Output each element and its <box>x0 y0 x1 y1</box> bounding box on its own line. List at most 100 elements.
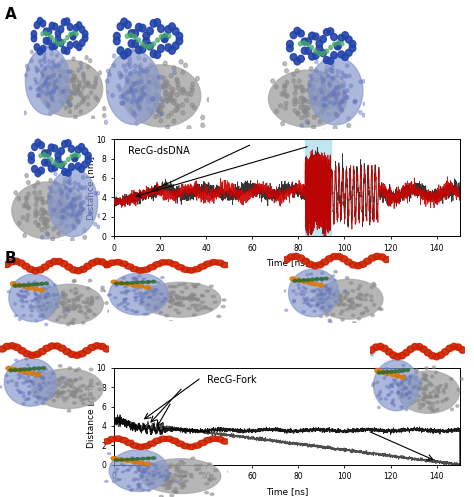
Circle shape <box>301 279 307 283</box>
Circle shape <box>68 367 72 369</box>
Circle shape <box>46 154 49 158</box>
Circle shape <box>19 295 23 297</box>
Circle shape <box>323 104 326 107</box>
Circle shape <box>157 302 161 304</box>
Circle shape <box>37 367 41 370</box>
Circle shape <box>295 69 299 73</box>
Circle shape <box>189 299 193 302</box>
Circle shape <box>70 308 73 310</box>
Circle shape <box>147 80 150 84</box>
Circle shape <box>147 441 156 446</box>
Circle shape <box>176 295 180 298</box>
Circle shape <box>33 299 36 301</box>
Circle shape <box>56 390 60 392</box>
Circle shape <box>403 426 406 428</box>
Circle shape <box>329 93 333 96</box>
Circle shape <box>146 458 150 460</box>
Circle shape <box>422 405 425 407</box>
Circle shape <box>117 304 120 306</box>
Circle shape <box>156 297 160 300</box>
Circle shape <box>418 395 421 398</box>
Circle shape <box>290 32 297 39</box>
Circle shape <box>319 315 323 318</box>
Circle shape <box>339 312 343 315</box>
Circle shape <box>90 303 93 305</box>
Circle shape <box>25 74 27 77</box>
Circle shape <box>460 378 463 380</box>
Circle shape <box>37 86 40 90</box>
Circle shape <box>345 75 348 78</box>
Circle shape <box>142 471 146 473</box>
Circle shape <box>146 475 149 478</box>
Circle shape <box>130 489 133 491</box>
Circle shape <box>114 282 119 285</box>
Circle shape <box>310 46 314 50</box>
Circle shape <box>73 279 76 282</box>
Circle shape <box>165 80 169 84</box>
Circle shape <box>165 95 169 99</box>
Circle shape <box>65 217 68 221</box>
Circle shape <box>312 291 316 293</box>
Circle shape <box>332 92 335 95</box>
Circle shape <box>308 83 311 87</box>
Circle shape <box>351 314 355 317</box>
Circle shape <box>79 395 82 397</box>
Circle shape <box>132 110 135 114</box>
Circle shape <box>300 102 303 106</box>
Circle shape <box>321 307 324 310</box>
Circle shape <box>61 396 65 399</box>
Circle shape <box>321 83 325 87</box>
Circle shape <box>81 207 84 211</box>
Circle shape <box>309 305 312 307</box>
Circle shape <box>64 293 67 296</box>
Circle shape <box>94 192 97 195</box>
Circle shape <box>42 287 45 289</box>
Circle shape <box>408 397 410 400</box>
Circle shape <box>342 84 346 87</box>
Circle shape <box>25 372 27 374</box>
Circle shape <box>134 471 137 473</box>
Circle shape <box>349 40 356 47</box>
Circle shape <box>79 93 82 97</box>
Circle shape <box>78 193 82 197</box>
Circle shape <box>22 395 25 398</box>
Circle shape <box>37 370 41 372</box>
Circle shape <box>116 468 119 470</box>
Circle shape <box>274 285 277 287</box>
Circle shape <box>137 461 144 465</box>
Circle shape <box>390 352 397 358</box>
Circle shape <box>71 238 74 242</box>
Circle shape <box>36 373 41 377</box>
Circle shape <box>134 297 137 299</box>
Circle shape <box>180 483 184 485</box>
Circle shape <box>143 313 146 315</box>
Circle shape <box>73 204 76 208</box>
Circle shape <box>61 215 64 219</box>
Circle shape <box>155 93 158 97</box>
Circle shape <box>73 395 76 397</box>
Circle shape <box>44 294 46 296</box>
Circle shape <box>40 375 43 378</box>
Circle shape <box>139 76 143 80</box>
Circle shape <box>132 94 136 98</box>
Circle shape <box>137 96 141 100</box>
Circle shape <box>56 385 60 387</box>
Circle shape <box>182 91 186 95</box>
Circle shape <box>67 180 71 184</box>
Circle shape <box>83 313 87 315</box>
Circle shape <box>316 304 319 306</box>
Circle shape <box>401 383 403 386</box>
Circle shape <box>328 306 331 308</box>
Circle shape <box>97 191 100 195</box>
Circle shape <box>186 298 191 300</box>
Circle shape <box>42 316 45 318</box>
Circle shape <box>170 91 173 96</box>
Circle shape <box>402 394 405 397</box>
Circle shape <box>328 308 331 310</box>
Circle shape <box>32 367 36 370</box>
Circle shape <box>401 393 403 395</box>
Circle shape <box>147 80 151 84</box>
Circle shape <box>55 305 58 308</box>
Circle shape <box>86 301 90 303</box>
Circle shape <box>327 105 330 109</box>
